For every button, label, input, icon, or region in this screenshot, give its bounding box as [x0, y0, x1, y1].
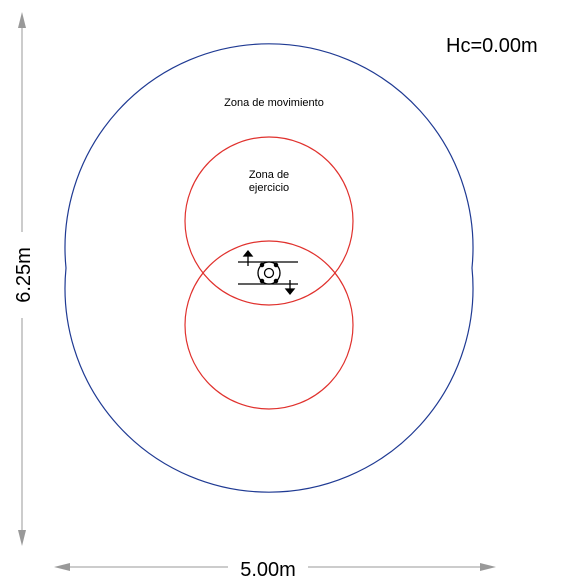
width-arrow-left: [54, 563, 70, 571]
exercise-zone-circle-bottom: [184, 240, 354, 410]
movement-zone-label: Zona de movimiento: [224, 97, 324, 109]
equipment-icon: [238, 249, 298, 296]
height-arrow-top: [18, 12, 26, 28]
exercise-zone-circle-top: [184, 136, 354, 306]
exercise-zone-label-line2: ejercicio: [249, 182, 289, 194]
height-dimension-label: 6.25m: [13, 247, 35, 303]
width-arrow-right: [480, 563, 496, 571]
movement-zone-outline: [64, 43, 474, 493]
hc-label: Hc=0.00m: [446, 35, 538, 57]
width-dimension-label: 5.00m: [240, 559, 296, 580]
height-arrow-bottom: [18, 530, 26, 546]
exercise-zone-label-line1: Zona de: [249, 169, 289, 181]
